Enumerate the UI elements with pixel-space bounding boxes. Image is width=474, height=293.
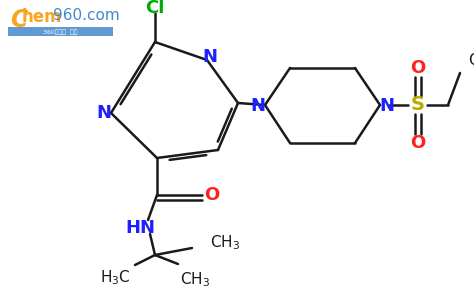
Text: hem: hem <box>22 8 63 26</box>
Text: N: N <box>97 104 111 122</box>
Text: HN: HN <box>125 219 155 237</box>
Text: C: C <box>10 8 27 32</box>
Text: CH$_3$: CH$_3$ <box>210 234 240 252</box>
Text: H$_3$C: H$_3$C <box>100 269 130 287</box>
Text: 360化工网  下载: 360化工网 下载 <box>43 29 77 35</box>
Text: O: O <box>204 186 219 204</box>
Text: Cl: Cl <box>146 0 164 17</box>
Text: N: N <box>202 48 218 66</box>
Text: N: N <box>380 97 394 115</box>
Text: O: O <box>410 59 426 77</box>
Text: N: N <box>250 97 265 115</box>
Text: CH$_3$: CH$_3$ <box>180 271 210 289</box>
Text: S: S <box>411 96 425 115</box>
Text: O: O <box>410 134 426 152</box>
Text: CH$_3$: CH$_3$ <box>468 52 474 70</box>
FancyBboxPatch shape <box>8 27 113 36</box>
Text: 960.com: 960.com <box>53 8 120 23</box>
